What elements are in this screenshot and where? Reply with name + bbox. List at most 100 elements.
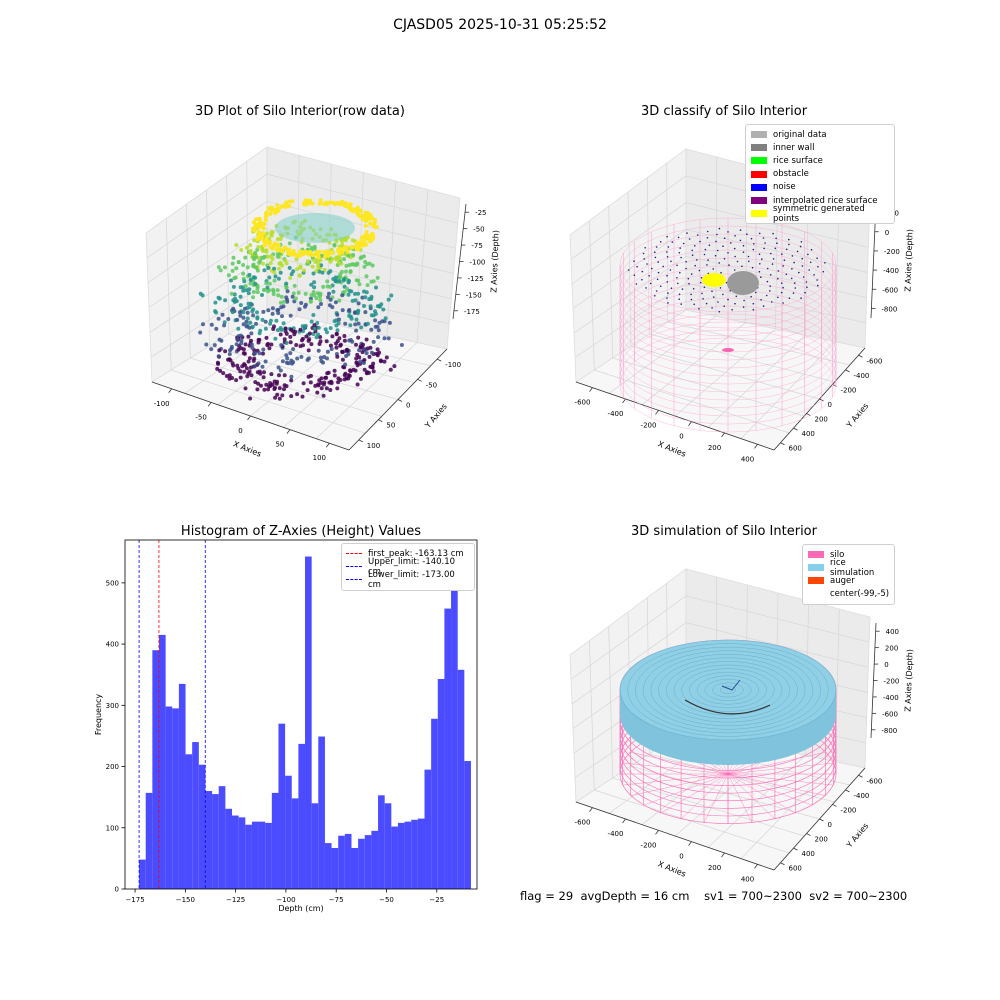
y-tick-label: 0 <box>115 886 119 894</box>
legend-label: rice surface <box>773 155 823 166</box>
x-tick-label: −150 <box>176 896 195 904</box>
y-tick-label: 400 <box>802 430 815 438</box>
histogram-bars <box>139 556 471 889</box>
legend-entry: symmetric generated points <box>751 204 889 224</box>
histogram-bar <box>344 833 352 889</box>
legend-swatch <box>751 144 767 152</box>
simulation-legend: silo rice simulation auger center(-99,-5) <box>802 544 895 605</box>
y-tick-label: 50 <box>386 422 395 430</box>
y-tick-label: -50 <box>426 381 437 389</box>
histogram-bar <box>358 838 365 889</box>
histogram-bar <box>404 821 412 889</box>
histogram-bar <box>411 819 418 889</box>
simulation-plot-title: 3D simulation of Silo Interior <box>631 524 817 539</box>
figure-title: CJASD05 2025-10-31 05:25:52 <box>393 17 607 33</box>
y-tick <box>858 774 863 778</box>
y-axis-label: Frequency <box>94 694 103 736</box>
x-tick-label: −175 <box>125 896 144 904</box>
legend-label: inner wall <box>773 142 815 153</box>
histogram-bar <box>251 821 259 889</box>
y-tick <box>793 847 798 851</box>
legend-entry: first_peak: -163.13 cm <box>346 547 470 560</box>
y-tick <box>417 378 422 382</box>
x-tick-label: −25 <box>429 896 444 904</box>
y-tick-label: 600 <box>789 445 802 453</box>
histogram-bar <box>205 791 213 889</box>
legend-entry: noise <box>751 181 889 194</box>
x-tick <box>688 421 692 426</box>
legend-swatch <box>751 131 767 139</box>
histogram-bar <box>271 792 279 889</box>
legend-entry: silo <box>808 548 889 561</box>
x-tick-label: -200 <box>641 841 657 849</box>
x-axis-label: X Axies <box>656 859 687 878</box>
y-tick <box>819 818 824 822</box>
legend-swatch <box>751 183 767 191</box>
histogram-bar <box>258 821 266 889</box>
histogram-bar <box>324 843 332 889</box>
x-tick-label: -400 <box>608 830 624 838</box>
z-tick-label: -50 <box>473 226 484 234</box>
sv1-text: sv1 = 700~2300 <box>704 889 802 903</box>
legend-label: silo <box>830 549 845 560</box>
z-tick-label: -100 <box>470 259 486 267</box>
histogram-legend: first_peak: -163.13 cm Upper_limit: -140.… <box>341 543 475 591</box>
flag-text: flag = 29 <box>520 889 574 903</box>
x-tick <box>655 830 659 835</box>
legend-entry: rice surface <box>751 154 889 167</box>
histogram-bar <box>172 708 179 889</box>
histogram-bar <box>391 826 398 889</box>
histogram-title: Histogram of Z-Axies (Height) Values <box>180 524 422 539</box>
histogram-bar <box>285 775 292 889</box>
legend-swatch <box>751 210 767 218</box>
x-tick-label: −50 <box>379 896 394 904</box>
z-tick-label: -600 <box>882 286 898 294</box>
z-tick-label: -150 <box>466 291 482 299</box>
z-axis-label: Z Axies (Depth) <box>903 649 914 712</box>
z-tick-label: 0 <box>884 661 888 669</box>
histogram-bar <box>212 794 219 889</box>
legend-swatch <box>751 170 767 178</box>
legend-label: original data <box>773 129 827 140</box>
legend-swatch <box>346 579 362 581</box>
legend-entry: rice simulation <box>808 558 889 578</box>
z-axis-label: Z Axies (Depth) <box>489 230 500 293</box>
legend-label: rice simulation <box>830 557 875 578</box>
x-tick-label: 0 <box>679 853 683 861</box>
x-tick-label: 200 <box>708 864 721 872</box>
y-tick-label: 400 <box>802 850 815 858</box>
legend-swatch <box>346 566 362 568</box>
y-tick-label: 500 <box>106 579 119 587</box>
legend-label: Upper_limit: -140.10 cm <box>368 556 456 577</box>
histogram-bar <box>145 792 153 889</box>
y-tick-label: -400 <box>854 792 870 800</box>
x-tick-label: -400 <box>608 410 624 418</box>
legend-label: auger <box>830 575 855 586</box>
grid-line <box>315 342 418 439</box>
legend-swatch <box>808 577 824 585</box>
simulation-3d-plot: -600-400-20002004006004002000-200-400-60… <box>569 568 915 883</box>
raw-plot-title: 3D Plot of Silo Interior(row data) <box>195 104 405 119</box>
y-tick-label: 100 <box>367 442 380 450</box>
x-axis-label: X Axies <box>656 439 687 458</box>
grid-line <box>246 161 249 323</box>
x-tick-label: 50 <box>275 441 284 449</box>
x-tick-label: 200 <box>708 444 721 452</box>
histogram-bar <box>437 678 445 889</box>
z-tick-label: 0 <box>885 229 889 237</box>
z-axis-label: Z Axies (Depth) <box>903 229 914 292</box>
z-tick-label: -75 <box>471 242 482 250</box>
legend-entry: Lower_limit: -173.00 cm <box>346 570 470 590</box>
x-tick <box>754 864 758 869</box>
z-tick-label: -800 <box>881 305 897 313</box>
x-tick-label: 400 <box>741 875 754 883</box>
classify-3d-plot: -600-400-20002004006004002000-200-400-60… <box>569 148 915 463</box>
y-tick <box>845 369 850 373</box>
y-tick <box>397 399 403 402</box>
y-tick-label: 100 <box>106 824 119 832</box>
x-tick <box>622 818 626 824</box>
y-tick <box>378 419 383 423</box>
y-tick-label: 200 <box>815 416 828 424</box>
histogram-bar <box>185 754 193 889</box>
x-axis-label: X Axies <box>232 439 263 458</box>
